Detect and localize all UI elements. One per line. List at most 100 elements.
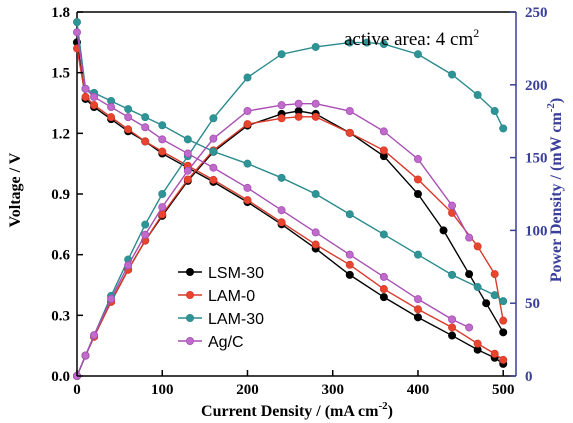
- voltage-point: [124, 105, 133, 114]
- voltage-point: [413, 250, 422, 259]
- voltage-point: [345, 210, 354, 219]
- voltage-point: [413, 313, 422, 322]
- power-point: [294, 99, 303, 108]
- x-tick-label: 100: [151, 382, 174, 398]
- legend-item: LSM-30: [178, 265, 264, 282]
- power-point: [473, 90, 482, 99]
- voltage-point: [465, 323, 474, 332]
- power-point: [209, 134, 218, 143]
- voltage-line: [76, 48, 504, 361]
- voltage-point: [448, 270, 457, 279]
- legend-swatch-marker: [185, 313, 194, 322]
- power-point: [183, 175, 192, 184]
- power-point: [465, 233, 474, 242]
- y-right-tick-label: 200: [525, 78, 548, 94]
- power-point: [311, 112, 320, 121]
- voltage-line: [76, 42, 504, 365]
- voltage-line: [76, 22, 504, 302]
- x-axis-title: Current Density / (mA cm-2): [201, 400, 393, 420]
- x-tick-label: 500: [492, 382, 515, 398]
- voltage-point: [73, 18, 82, 27]
- voltage-point: [473, 339, 482, 348]
- power-point: [183, 166, 192, 175]
- power-point: [499, 124, 508, 133]
- x-axis-title-superscript: -2: [378, 400, 388, 412]
- legend-swatch-marker: [185, 336, 194, 345]
- y-axis-right-title-end: ): [548, 98, 565, 103]
- legend-item: LAM-30: [178, 311, 264, 328]
- annotation-main: active area: 4 cm: [344, 29, 473, 50]
- annotation-superscript: 2: [473, 26, 479, 40]
- power-point: [413, 50, 422, 59]
- voltage-point: [379, 272, 388, 281]
- power-point: [379, 127, 388, 136]
- voltage-point: [73, 28, 82, 37]
- legend-label: LAM-0: [208, 288, 255, 305]
- power-point: [311, 99, 320, 108]
- voltage-point: [124, 125, 133, 134]
- y-right-tick-label: 250: [525, 5, 548, 21]
- power-point: [243, 73, 252, 82]
- y-left-tick-label: 0.9: [51, 187, 70, 203]
- x-tick-label: 300: [321, 382, 344, 398]
- voltage-point: [311, 189, 320, 198]
- y-axis-left-title: Voltage / V: [7, 152, 24, 227]
- power-point: [413, 189, 422, 198]
- series-lsm-30: [73, 38, 508, 380]
- voltage-line: [76, 32, 470, 329]
- voltage-point: [311, 228, 320, 237]
- y-left-tick-label: 1.5: [51, 66, 70, 82]
- power-point: [90, 331, 99, 340]
- y-right-tick-label: 100: [525, 223, 548, 239]
- legend-swatch-marker: [185, 267, 194, 276]
- voltage-point: [490, 349, 499, 358]
- power-point: [141, 220, 150, 229]
- voltage-point: [413, 305, 422, 314]
- x-axis-title-main: Current Density / (mA cm: [201, 403, 379, 420]
- voltage-point: [345, 270, 354, 279]
- voltage-point: [158, 147, 167, 156]
- power-point: [311, 42, 320, 51]
- voltage-point: [243, 183, 252, 192]
- legend-label: LAM-30: [208, 311, 264, 328]
- voltage-point: [277, 173, 286, 182]
- power-point: [158, 189, 167, 198]
- power-point: [490, 107, 499, 116]
- power-point: [243, 107, 252, 116]
- power-point: [277, 50, 286, 59]
- x-tick-label: 200: [236, 382, 259, 398]
- power-point: [107, 294, 116, 303]
- power-point: [482, 299, 491, 308]
- x-tick-label: 400: [407, 382, 430, 398]
- legend-label: Ag/C: [208, 334, 244, 351]
- voltage-point: [243, 159, 252, 168]
- power-point: [490, 270, 499, 279]
- power-point: [141, 230, 150, 239]
- voltage-point: [448, 331, 457, 340]
- voltage-point: [209, 147, 218, 156]
- y-left-tick-label: 1.8: [51, 5, 70, 21]
- y-left-tick-label: 0.6: [51, 248, 70, 264]
- power-line: [76, 116, 504, 377]
- voltage-point: [107, 113, 116, 122]
- power-line: [76, 41, 504, 377]
- y-left-tick-label: 0.0: [51, 369, 70, 385]
- voltage-point: [311, 240, 320, 249]
- y-axis-right-title-superscript: -2: [545, 103, 557, 113]
- voltage-point: [243, 196, 252, 205]
- power-point: [473, 242, 482, 251]
- legend: LSM-30 LAM-0 LAM-30 Ag/C: [178, 265, 264, 351]
- voltage-point: [345, 250, 354, 259]
- annotation-text: active area: 4 cm2: [344, 26, 479, 50]
- voltage-point: [183, 135, 192, 144]
- voltage-point: [90, 101, 99, 110]
- power-point: [345, 128, 354, 137]
- power-point: [499, 328, 508, 337]
- y-right-tick-label: 150: [525, 151, 548, 167]
- series-layer: [73, 18, 508, 380]
- voltage-point: [107, 103, 116, 112]
- y-axis-right-title: Power Density / (mW cm-2): [545, 98, 565, 283]
- voltage-point: [158, 135, 167, 144]
- power-line: [76, 103, 470, 377]
